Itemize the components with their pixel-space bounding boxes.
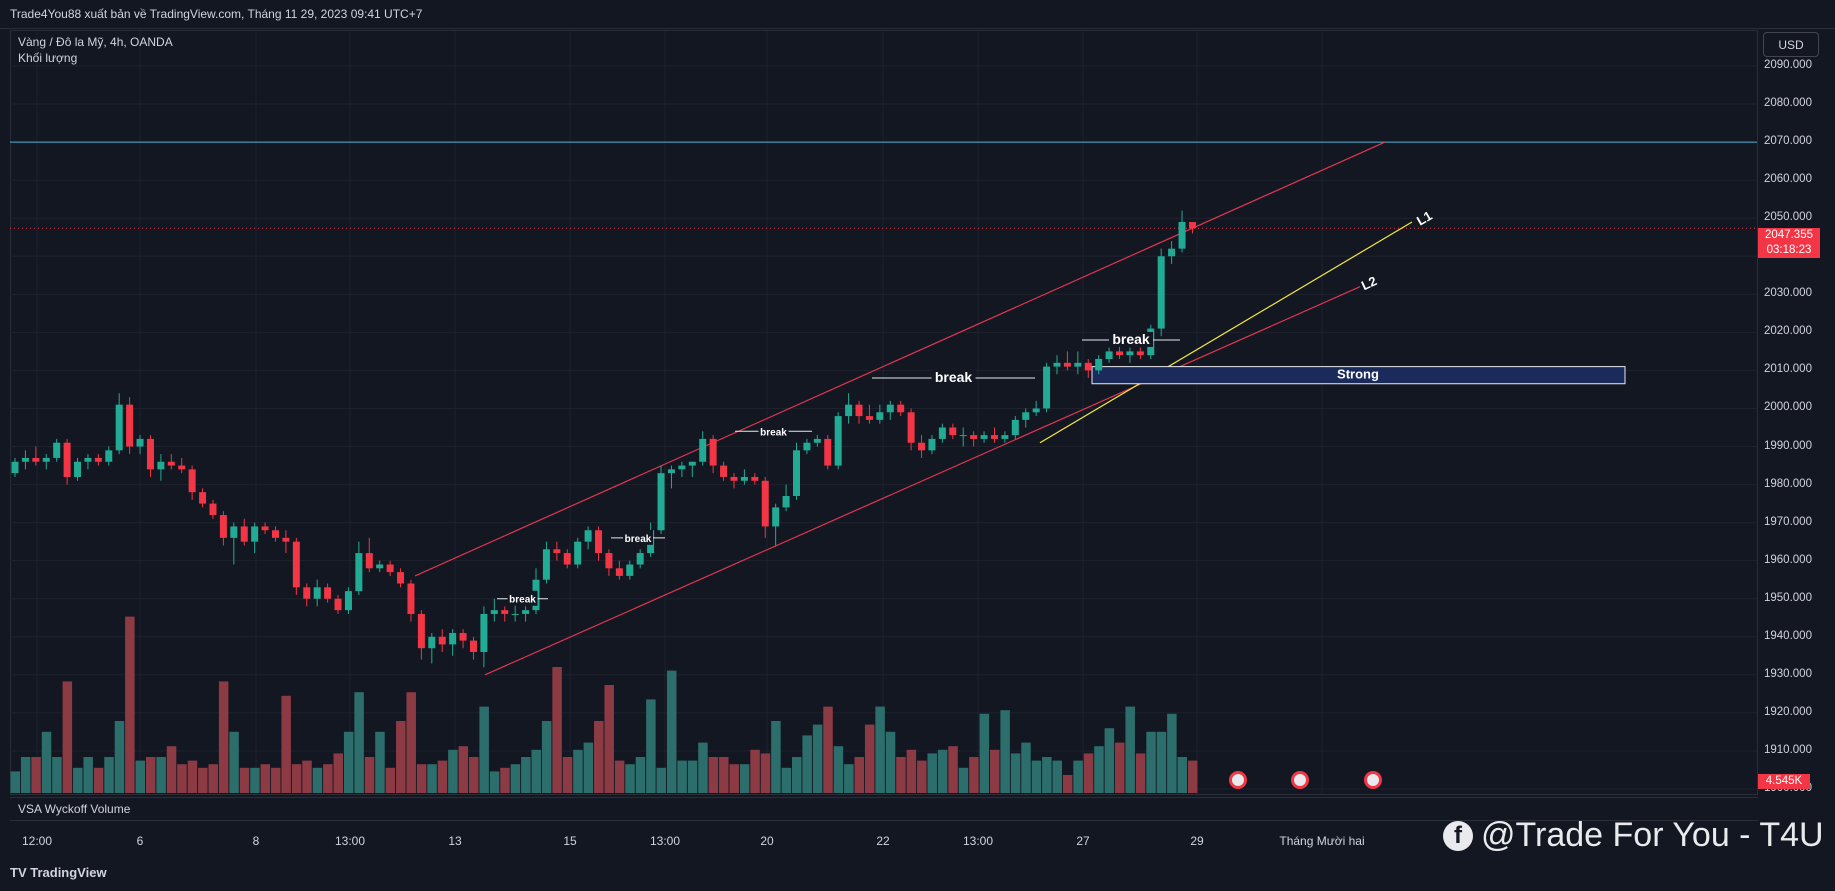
currency-button[interactable]: USD bbox=[1763, 32, 1819, 57]
facebook-icon: f bbox=[1443, 820, 1473, 851]
time-tick-label: 6 bbox=[136, 834, 144, 848]
bar-countdown: 03:18:23 bbox=[1766, 244, 1812, 256]
price-tick-label: 1960.000 bbox=[1764, 553, 1812, 566]
time-tick-label: 13:00 bbox=[334, 834, 366, 848]
time-tick-label: Tháng Mười hai bbox=[1279, 834, 1365, 848]
price-tick-label: 1930.000 bbox=[1764, 667, 1812, 680]
watermark-text: @Trade For You - T4U bbox=[1481, 816, 1824, 854]
tv-logo-text: TradingView bbox=[30, 865, 107, 880]
time-tick-label: 22 bbox=[876, 834, 890, 848]
time-tick-label: 27 bbox=[1076, 834, 1090, 848]
time-tick-label: 13 bbox=[448, 834, 462, 848]
price-tick-label: 2070.000 bbox=[1764, 135, 1812, 148]
publish-header: Trade4You88 xuất bản về TradingView.com,… bbox=[0, 0, 1835, 29]
indicator-label: VSA Wyckoff Volume bbox=[18, 802, 131, 816]
price-tick-label: 1940.000 bbox=[1764, 629, 1812, 642]
price-tick-label: 1990.000 bbox=[1764, 439, 1812, 452]
price-tick-label: 1970.000 bbox=[1764, 515, 1812, 528]
price-tick-label: 2030.000 bbox=[1764, 287, 1812, 300]
current-price-badge: 2047.355 03:18:23 bbox=[1758, 228, 1820, 258]
time-tick-label: 29 bbox=[1190, 834, 1204, 848]
time-axis[interactable]: 12:00 6 8 13:00 13 15 13:00 20 22 13:00 27 29 Tháng … bbox=[10, 822, 1758, 854]
footer: TV TradingView bbox=[0, 855, 1835, 891]
price-tick-label: 2050.000 bbox=[1764, 211, 1812, 224]
publish-info: Trade4You88 xuất bản về TradingView.com,… bbox=[10, 7, 423, 21]
time-tick-label: 20 bbox=[760, 834, 774, 848]
price-tick-label: 1920.000 bbox=[1764, 705, 1812, 718]
volume-legend[interactable]: Khối lượng bbox=[18, 51, 78, 65]
watermark: f @Trade For You - T4U bbox=[1443, 816, 1824, 855]
time-tick-label: 13:00 bbox=[649, 834, 681, 848]
tv-logo-icon: TV bbox=[10, 865, 31, 880]
price-tick-label: 1910.000 bbox=[1764, 743, 1812, 756]
price-tick-label: 2060.000 bbox=[1764, 173, 1812, 186]
time-tick-label: 13:00 bbox=[962, 834, 994, 848]
current-price: 2047.355 bbox=[1765, 229, 1813, 241]
volume-badge: 4.545K bbox=[1758, 774, 1810, 789]
symbol-legend[interactable]: Vàng / Đô la Mỹ, 4h, OANDA bbox=[18, 35, 173, 49]
price-tick-label: 2000.000 bbox=[1764, 401, 1812, 414]
price-tick-label: 2080.000 bbox=[1764, 97, 1812, 110]
price-tick-label: 2020.000 bbox=[1764, 325, 1812, 338]
price-tick-label: 1950.000 bbox=[1764, 591, 1812, 604]
indicator-pane[interactable]: VSA Wyckoff Volume bbox=[10, 797, 1758, 821]
time-tick-label: 15 bbox=[563, 834, 577, 848]
time-tick-label: 8 bbox=[252, 834, 260, 848]
chart-area[interactable] bbox=[10, 30, 1758, 795]
tradingview-logo[interactable]: TV TradingView bbox=[10, 865, 107, 880]
time-tick-label: 12:00 bbox=[21, 834, 53, 848]
price-tick-label: 2010.000 bbox=[1764, 363, 1812, 376]
price-tick-label: 2090.000 bbox=[1764, 59, 1812, 71]
price-tick-label: 1980.000 bbox=[1764, 477, 1812, 490]
